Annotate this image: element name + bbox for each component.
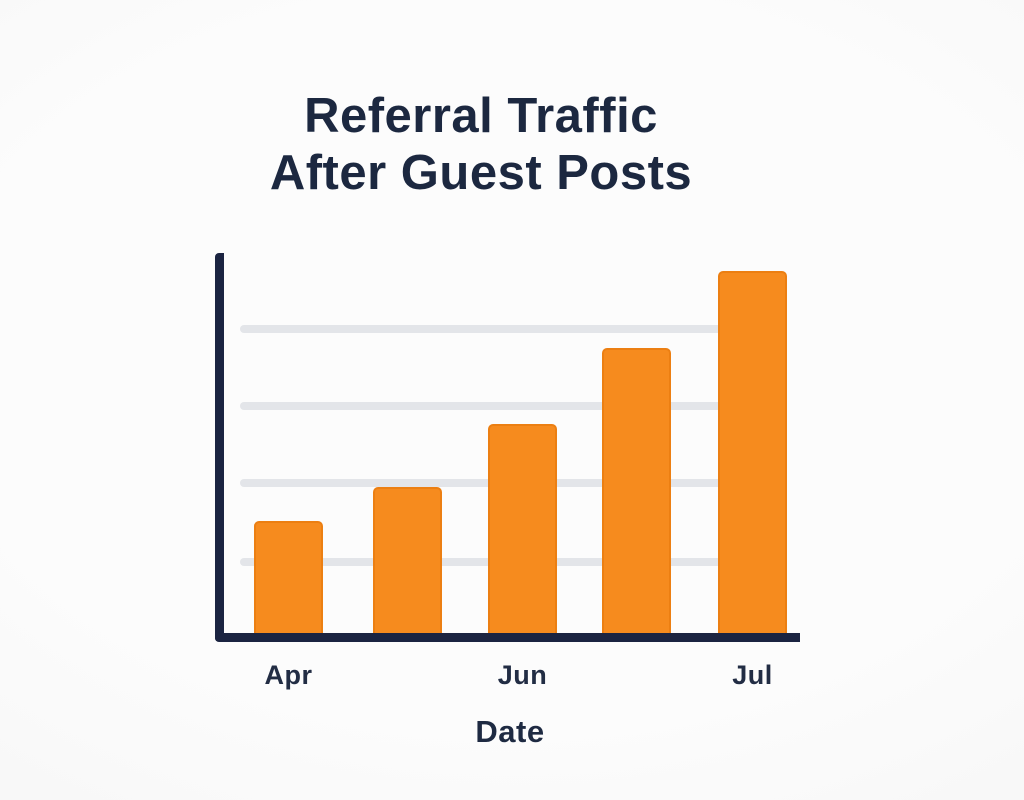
x-tick-label-apr: Apr [264,660,313,690]
chart-title-line-1: Referral Traffic [304,89,658,143]
x-tick-label-jun: Jun [497,660,548,690]
bar-apr [254,521,323,633]
bar-2 [373,487,442,633]
gridline [240,325,781,333]
x-axis-title: Date [475,714,545,749]
bar-jul [718,271,787,633]
gridline [240,402,781,410]
x-tick-label-jul: Jul [732,660,773,690]
bar-4 [602,348,671,633]
plot-area [215,253,800,642]
chart-title: Referral Traffic After Guest Posts [0,88,962,202]
bar-jun [488,424,557,633]
chart-title-line-2: After Guest Posts [269,146,693,200]
